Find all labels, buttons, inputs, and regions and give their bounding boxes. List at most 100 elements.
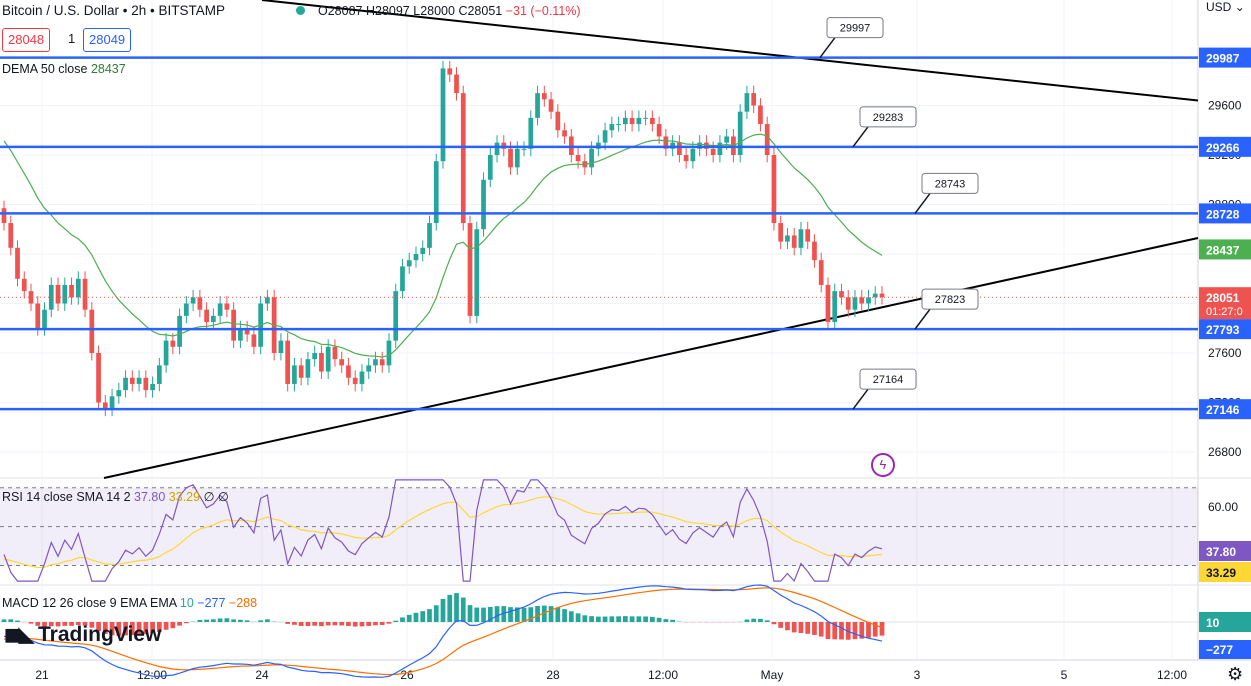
close-value: C28051 — [458, 4, 503, 18]
candle-body — [818, 260, 824, 285]
candle-body — [528, 117, 534, 149]
macd-hist-bar — [717, 622, 723, 623]
candle-body — [170, 340, 176, 347]
candle-body — [123, 377, 128, 391]
macd-hist-bar — [508, 607, 513, 622]
candle-body — [359, 371, 365, 384]
macd-hist-bar — [697, 622, 703, 623]
callout-label: 27164 — [873, 374, 904, 386]
candle-body — [177, 315, 182, 347]
macd-hist-bar — [487, 606, 493, 622]
sell-price-button[interactable]: 28048 — [2, 28, 51, 52]
candle-body — [265, 297, 270, 304]
candle-body — [28, 291, 34, 304]
candle-body — [224, 303, 230, 310]
dema-legend[interactable]: DEMA 50 close 28437 — [2, 62, 126, 76]
macd-hist-bar — [771, 622, 777, 625]
candle-body — [845, 297, 851, 310]
candle-body — [400, 266, 405, 292]
candle-body — [798, 229, 804, 248]
macd-hist-bar — [704, 622, 709, 623]
candle-body — [663, 136, 669, 149]
candle-body — [555, 111, 561, 131]
macd-line — [3, 584, 883, 678]
macd-hist-bar — [177, 622, 182, 626]
macd-hist-bar — [839, 622, 844, 640]
candle-body — [183, 303, 189, 316]
callout-box — [859, 368, 917, 390]
price-tick-label: 26800 — [1208, 445, 1242, 459]
macd-hist-bar — [116, 622, 122, 636]
candle-body — [244, 328, 250, 335]
macd-hist-bar — [129, 622, 135, 636]
macd-hist-bar — [15, 620, 20, 622]
macd-hist-bar — [541, 605, 547, 622]
candle-body — [109, 396, 115, 409]
candle-body — [332, 346, 338, 360]
candle-body — [521, 148, 527, 150]
candle-body — [812, 241, 817, 261]
candle-body — [238, 328, 243, 341]
macd-hist-bar — [386, 622, 392, 624]
macd-hist-bar — [48, 622, 54, 627]
candle-body — [879, 293, 885, 298]
candle-body — [1, 208, 7, 224]
candle-body — [622, 117, 628, 125]
macd-hist-bar — [602, 616, 608, 622]
candle-body — [575, 155, 581, 162]
buy-price-button[interactable]: 28049 — [83, 28, 132, 52]
macd-hist-bar — [42, 622, 47, 627]
macd-legend[interactable]: MACD 12 26 close 9 EMA EMA 10 −277 −288 — [2, 596, 257, 610]
candle-body — [541, 93, 547, 100]
candle-body — [825, 284, 831, 323]
macd-hist-bar — [271, 620, 277, 622]
rsi-legend[interactable]: RSI 14 close SMA 14 2 37.80 33.29 ∅ ∅ — [2, 489, 229, 504]
tradingview-logo[interactable]: ◼◣ TradingView — [4, 622, 161, 647]
level-price-label: 29987 — [1206, 52, 1240, 66]
macd-hist-bar — [622, 616, 628, 622]
symbol-title[interactable]: Bitcoin / U.S. Dollar • 2h • BITSTAMP — [2, 3, 226, 18]
lightning-icon[interactable]: ϟ — [871, 453, 895, 477]
rsi-sma-value: 33.29 — [168, 490, 201, 504]
candle-body — [474, 229, 480, 316]
level-price-label-bg — [1199, 136, 1251, 157]
macd-hist-bar — [501, 606, 507, 622]
macd-hist-bar — [285, 622, 291, 624]
callout-pointer — [914, 308, 931, 330]
macd-line-label: −277 — [1206, 643, 1233, 657]
macd-hist-bar — [244, 620, 250, 622]
upper-trend-line — [261, 0, 1199, 102]
level-price-label-bg — [1199, 47, 1251, 68]
macd-hist-bar — [298, 622, 304, 626]
candle-body — [487, 155, 493, 180]
macd-hist-bar — [156, 622, 162, 633]
callout-pointer — [852, 388, 869, 410]
macd-hist-bar — [393, 620, 399, 622]
candle-body — [406, 260, 412, 267]
candle-body — [231, 309, 236, 341]
macd-hist-bar — [312, 622, 318, 626]
macd-hist-bar — [406, 614, 412, 622]
macd-hist-bar — [373, 622, 378, 626]
macd-hist-bar — [582, 615, 588, 622]
rsi-last-label: 37.80 — [1206, 545, 1236, 559]
rsi-line — [3, 479, 883, 583]
dema-value: 28437 — [90, 62, 126, 76]
ohlc-readout: O28087 H28097 L28000 C28051 −31 (−0.11%) — [318, 4, 581, 18]
macd-hist-bar — [744, 619, 750, 622]
macd-hist-bar — [778, 622, 784, 628]
callout-pointer — [819, 37, 836, 59]
candle-body — [156, 365, 162, 384]
candle-body — [413, 254, 419, 261]
time-tick-label: 5 — [1061, 668, 1068, 682]
last-price-label: 28051 — [1206, 291, 1240, 305]
gear-icon[interactable]: ⚙ — [1227, 664, 1244, 684]
candle-body — [420, 247, 426, 254]
candle-body — [629, 117, 635, 125]
candle-body — [129, 377, 135, 384]
rsi-tick-label: 60.00 — [1208, 500, 1238, 514]
candle-body — [319, 353, 324, 372]
currency-dropdown[interactable]: USD ⌄ — [1206, 0, 1245, 14]
macd-hist-bar — [305, 622, 311, 627]
